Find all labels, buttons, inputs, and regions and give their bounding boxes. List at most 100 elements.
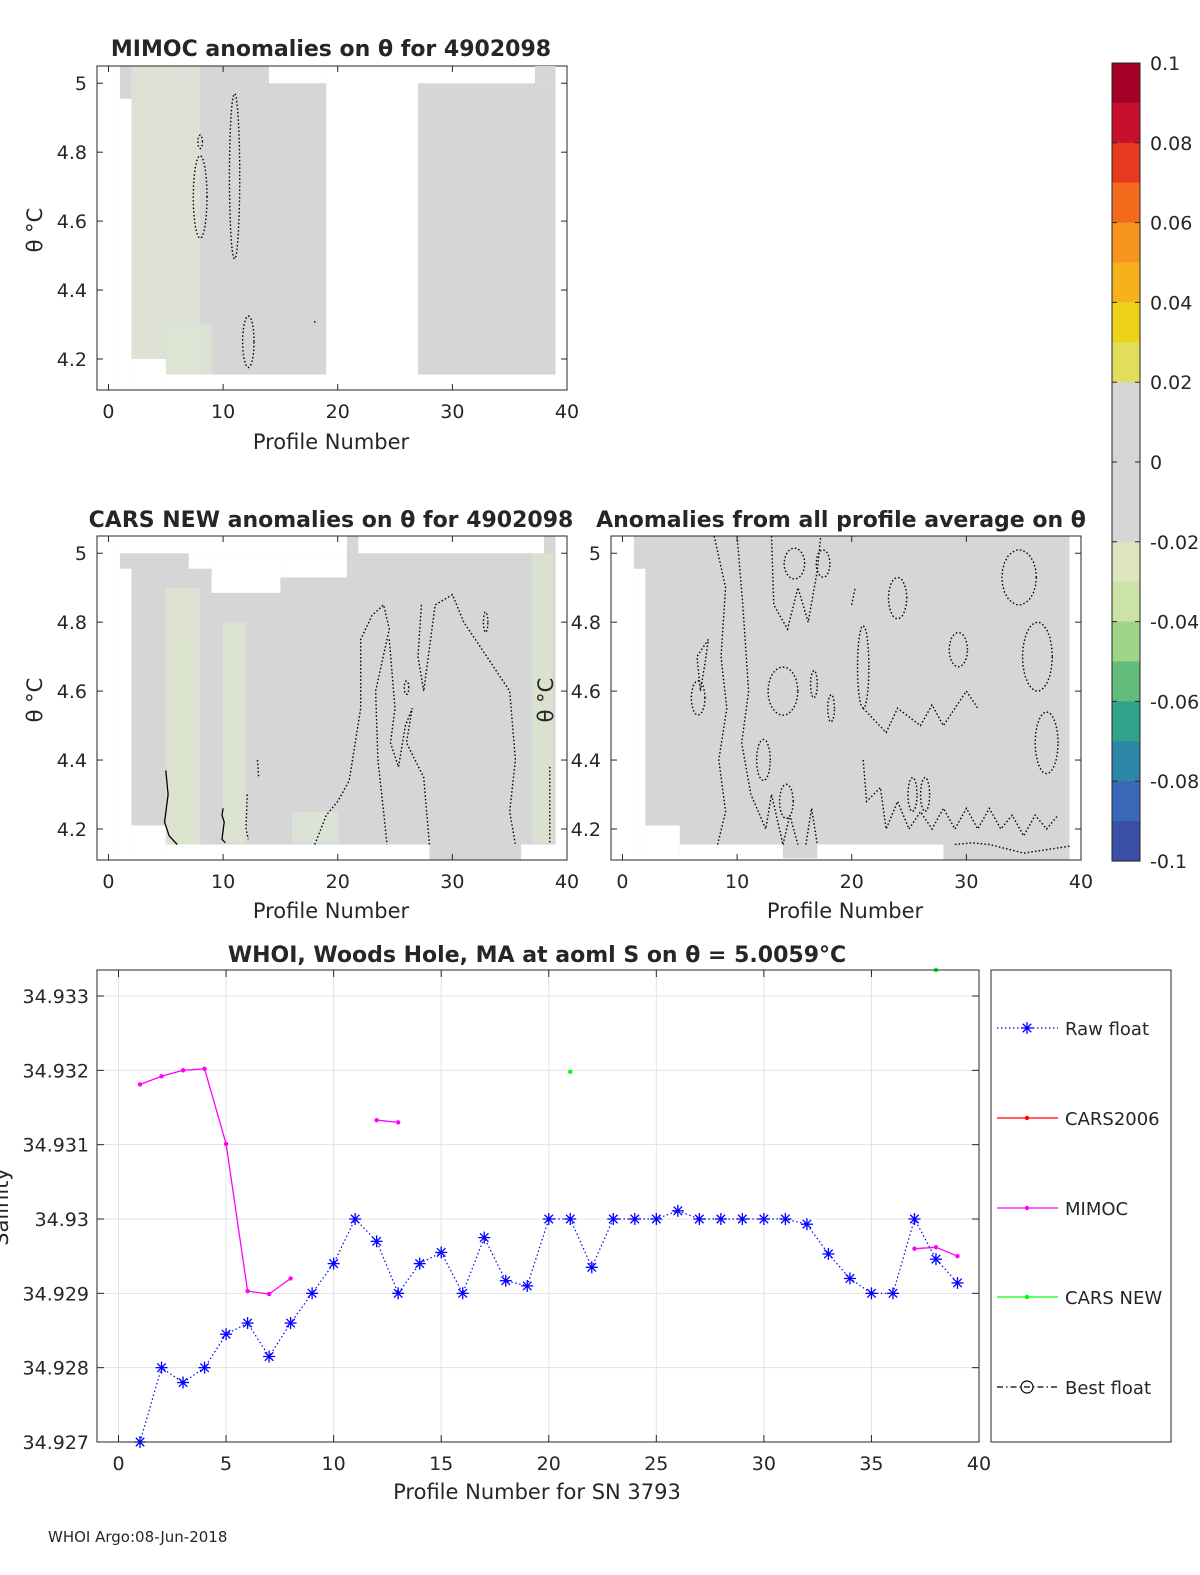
legend: Raw float CARS2006 MIMOC CARS NEW Best float (990, 969, 1172, 1443)
y-tick-label: 4.8 (571, 612, 601, 634)
x-tick-label: 30 (440, 401, 464, 423)
contour-line-dotted (767, 666, 799, 716)
x-tick-label: 40 (555, 871, 579, 893)
raw-float-marker-stroke (156, 1362, 167, 1373)
raw-float-point (478, 1231, 491, 1244)
colorbar-tick-label: 0.02 (1150, 372, 1192, 394)
mimoc-point (955, 1253, 960, 1259)
no-data-region (165, 374, 567, 390)
y-tick-label: 5 (75, 73, 87, 95)
raw-float-point (951, 1276, 964, 1289)
raw-float-point (435, 1246, 448, 1259)
raw-float-marker-stroke (931, 1254, 941, 1264)
raw-float-marker-stroke (414, 1258, 425, 1269)
raw-float-point (564, 1213, 577, 1226)
mimoc-panel: 0 10 20 30 40 5 4.8 4.6 4.4 4.2 (57, 65, 579, 423)
colorbar-tick-label: -0.08 (1150, 771, 1199, 793)
avg-title: Anomalies from all profile average on θ (596, 508, 1086, 533)
raw-float-marker-stroke (780, 1214, 791, 1224)
raw-float-point (865, 1287, 878, 1300)
contour-line-dotted (245, 794, 249, 840)
x-tick-label: 20 (840, 871, 864, 893)
x-tick-label: 30 (954, 871, 978, 893)
mimoc-point (933, 1245, 939, 1250)
mimoc-point (395, 1120, 401, 1125)
x-tick-label: 40 (1069, 871, 1093, 893)
colorbar-segment (1112, 422, 1140, 463)
no-data-region (119, 98, 132, 390)
anomaly-field (611, 536, 1081, 860)
contour-line-dotted (388, 639, 431, 845)
y-tick-label: 4.2 (57, 349, 87, 371)
raw-float-point (306, 1287, 319, 1300)
no-data-region (633, 568, 646, 860)
x-tick-label: 10 (322, 1453, 346, 1475)
no-data-region (119, 568, 132, 860)
y-tick-label: 34.927 (23, 1432, 89, 1454)
contour-line-dotted (197, 133, 204, 150)
x-tick-label: 10 (211, 401, 235, 423)
raw-float-point (392, 1287, 405, 1300)
no-data-region (97, 536, 120, 860)
x-tick-label: 40 (555, 401, 579, 423)
legend-marker-stroke (1022, 1023, 1032, 1033)
no-data-region (555, 536, 567, 860)
mimoc-point (266, 1291, 272, 1297)
colorbar-segment (1112, 661, 1140, 702)
avg-y-axis-label: θ °C (534, 678, 558, 723)
contour-line-dotted (815, 549, 831, 579)
raw-float-point (693, 1213, 706, 1226)
colorbar-segment (1112, 741, 1140, 782)
x-tick-label: 5 (220, 1453, 232, 1475)
raw-float-marker-stroke (673, 1206, 683, 1216)
no-data-region (97, 66, 120, 390)
no-data-region (326, 66, 418, 375)
x-tick-label: 40 (967, 1453, 991, 1475)
axes-box (610, 535, 1082, 861)
contour-line-dotted (241, 315, 255, 369)
raw-float-marker-stroke (759, 1214, 769, 1224)
raw-float-marker-stroke (199, 1362, 210, 1373)
raw-float-marker-stroke (608, 1214, 618, 1224)
y-tick-label: 34.929 (23, 1283, 89, 1305)
raw-float-point (499, 1274, 512, 1287)
colorbar-segment (1112, 701, 1140, 742)
raw-float-marker-stroke (565, 1214, 575, 1224)
no-data-region (119, 536, 347, 554)
contour-line-dotted (919, 776, 931, 813)
colorbar-segment (1112, 63, 1140, 104)
x-tick-label: 30 (752, 1453, 776, 1475)
anomaly-cell (131, 66, 166, 359)
mimoc-x-axis-label: Profile Number (253, 430, 410, 454)
raw-float-marker-stroke (651, 1214, 662, 1224)
contour-line-dotted (314, 603, 391, 845)
raw-float-point (456, 1287, 469, 1300)
mimoc-point (180, 1068, 186, 1073)
no-data-region (645, 825, 680, 860)
axes-box (96, 535, 568, 861)
contour-line-dotted (809, 669, 818, 700)
mimoc-point (912, 1246, 917, 1251)
raw-float-point (757, 1213, 770, 1226)
y-tick-label: 4.6 (571, 681, 601, 703)
no-data-region (358, 536, 545, 554)
colorbar-tick-label: 0.04 (1150, 292, 1192, 314)
x-tick-label: 20 (537, 1453, 561, 1475)
colorbar-segment (1112, 102, 1140, 144)
anomaly-cell (532, 553, 554, 843)
colorbar-tick-label: -0.02 (1150, 532, 1199, 554)
mimoc-point (159, 1074, 164, 1079)
footer-credit: WHOI Argo:08-Jun-2018 (48, 1528, 227, 1546)
raw-float-marker-stroke (952, 1278, 963, 1288)
y-tick-label: 4.2 (57, 819, 87, 841)
axes-box (96, 969, 980, 1443)
raw-float-point (779, 1213, 792, 1226)
colorbar-segment (1112, 581, 1140, 623)
no-data-region (280, 553, 347, 578)
contour-line-dotted (907, 776, 918, 813)
no-data-region (165, 844, 430, 860)
raw-float-point (413, 1257, 426, 1270)
contour-line-dotted (782, 815, 799, 845)
y-tick-label: 4.4 (57, 750, 87, 772)
contour-line (163, 770, 178, 845)
